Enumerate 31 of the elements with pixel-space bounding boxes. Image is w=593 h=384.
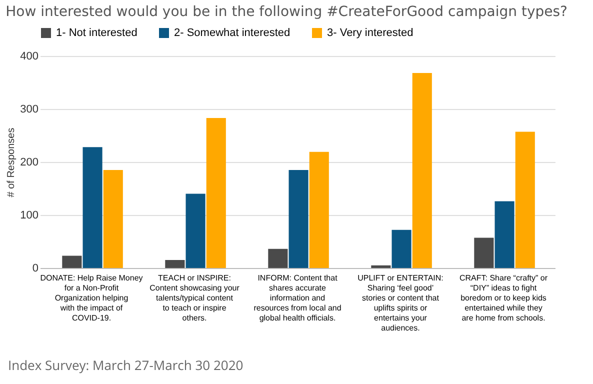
bar [186, 194, 206, 268]
bar [268, 248, 288, 268]
x-tick-label: TEACH or INSPIRE: Content showcasing your talents/typical content to teach or inspire others. [150, 274, 240, 322]
bar [412, 72, 432, 268]
y-tick-label: 200 [20, 156, 38, 168]
x-tick-label: CRAFT: Share “crafty” or “DIY” ideas to fight boredom or to keep kids entertained while they are home from schools. [459, 274, 548, 322]
bar [206, 118, 226, 268]
x-tick-label: INFORM: Content that shares accurate information and resources from local and global health officials. [254, 274, 342, 322]
legend-label: 3- Very interested [327, 27, 414, 39]
bar [62, 256, 82, 268]
x-tick-label: UPLIFT or ENTERTAIN: Sharing ‘feel good’ stories or content that uplifts spirits or entertains your audiences. [358, 274, 444, 332]
bar [371, 265, 391, 268]
bar [392, 230, 412, 268]
y-axis-title: # of Responses [6, 128, 18, 198]
x-tick-label: DONATE: Help Raise Money for a Non-Profit Organization helping with the impact of COVID-19. [40, 274, 143, 322]
y-tick-label: 400 [20, 50, 38, 62]
bar [165, 260, 185, 268]
legend-label: 1- Not interested [56, 27, 138, 39]
y-tick-label: 300 [20, 104, 38, 116]
bar [82, 147, 102, 268]
bar [474, 238, 494, 268]
bar [515, 132, 535, 268]
y-tick-label: 100 [20, 210, 38, 222]
bar [103, 170, 123, 268]
bar [309, 152, 329, 268]
bar [288, 170, 308, 268]
text: Index Survey: March 27-March 30 2020 [8, 356, 244, 374]
y-tick-label: 0 [32, 262, 38, 274]
legend-label: 2- Somewhat interested [174, 27, 290, 39]
chart-title: How interested would you be in the following #CreateForGood campaign types? [6, 4, 568, 20]
bar [494, 201, 514, 268]
